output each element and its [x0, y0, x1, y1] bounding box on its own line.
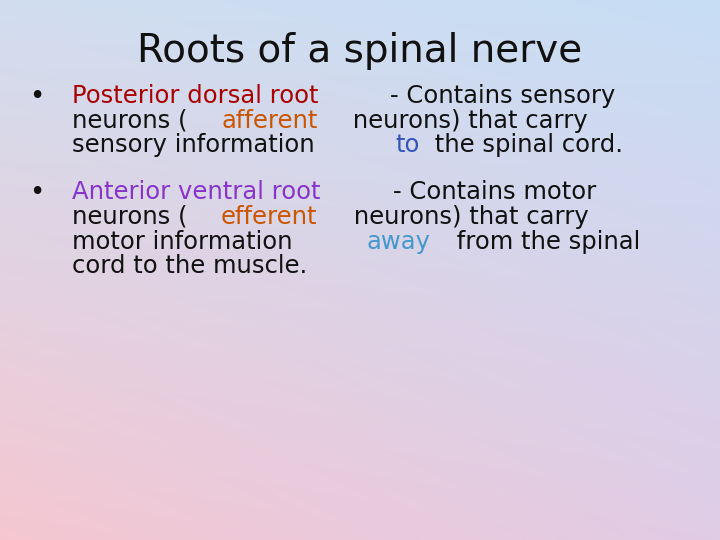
Text: - Contains sensory: - Contains sensory	[390, 84, 616, 107]
Text: - Contains motor: - Contains motor	[392, 180, 596, 204]
Text: •: •	[29, 180, 44, 206]
Text: afferent: afferent	[221, 109, 318, 132]
Text: Anterior ventral root: Anterior ventral root	[72, 180, 320, 204]
Text: •: •	[29, 84, 44, 110]
Text: away: away	[366, 230, 431, 254]
Text: neurons) that carry: neurons) that carry	[346, 205, 588, 229]
Text: the spinal cord.: the spinal cord.	[426, 133, 623, 157]
Text: Posterior dorsal root: Posterior dorsal root	[72, 84, 318, 107]
Text: from the spinal: from the spinal	[449, 230, 640, 254]
Text: cord to the muscle.: cord to the muscle.	[72, 254, 307, 279]
Text: efferent: efferent	[221, 205, 318, 229]
Text: neurons (: neurons (	[72, 205, 187, 229]
Text: sensory information: sensory information	[72, 133, 323, 157]
Text: neurons) that carry: neurons) that carry	[346, 109, 588, 132]
Text: motor information: motor information	[72, 230, 300, 254]
Text: neurons (: neurons (	[72, 109, 187, 132]
Text: Roots of a spinal nerve: Roots of a spinal nerve	[138, 32, 582, 70]
Text: to: to	[395, 133, 420, 157]
